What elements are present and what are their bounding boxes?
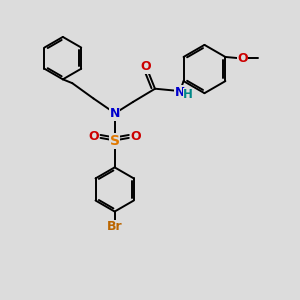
Text: N: N — [175, 86, 185, 99]
Text: O: O — [88, 130, 99, 143]
Text: O: O — [237, 52, 248, 65]
Text: O: O — [130, 130, 141, 143]
Text: O: O — [140, 60, 151, 73]
Text: N: N — [110, 107, 120, 120]
Text: Br: Br — [107, 220, 122, 233]
Text: S: S — [110, 134, 120, 148]
Text: H: H — [183, 88, 193, 101]
